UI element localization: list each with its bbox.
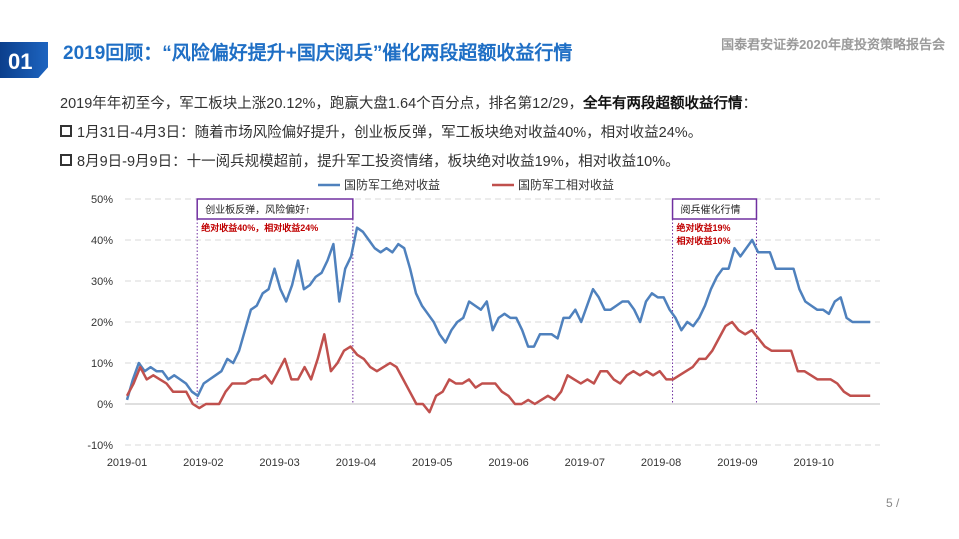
y-tick-label: 30% bbox=[91, 276, 113, 288]
annotation-box bbox=[671, 198, 758, 220]
annotation-note: 绝对收益40%，相对收益24% bbox=[201, 222, 318, 233]
x-tick-label: 2019-09 bbox=[717, 457, 757, 469]
x-tick-label: 2019-06 bbox=[488, 457, 528, 469]
x-tick-label: 2019-08 bbox=[641, 457, 681, 469]
y-tick-label: 50% bbox=[91, 194, 113, 206]
x-tick-label: 2019-02 bbox=[183, 457, 223, 469]
legend-label: 国防军工绝对收益 bbox=[344, 177, 440, 192]
x-tick-label: 2019-10 bbox=[794, 457, 834, 469]
annotation-box bbox=[196, 198, 354, 220]
bullet-2: 8月9日-9月9日：十一阅兵规模超前，提升军工投资情绪，板块绝对收益19%，相对… bbox=[60, 150, 680, 171]
org-header: 国泰君安证券2020年度投资策略报告会 bbox=[721, 37, 945, 52]
page-title: 2019回顾：“风险偏好提升+国庆阅兵”催化两段超额收益行情 bbox=[63, 43, 573, 64]
bullet-1: 1月31日-4月3日：随着市场风险偏好提升，创业板反弹，军工板块绝对收益40%，… bbox=[60, 121, 702, 142]
bullet-text: 8月9日-9月9日：十一阅兵规模超前，提升军工投资情绪，板块绝对收益19%，相对… bbox=[77, 154, 680, 170]
bullet-text: 1月31日-4月3日：随着市场风险偏好提升，创业板反弹，军工板块绝对收益40%，… bbox=[77, 125, 703, 141]
x-tick-label: 2019-04 bbox=[336, 457, 376, 469]
square-bullet-icon bbox=[60, 125, 72, 138]
annotation-box-label: 创业板反弹，风险偏好↑ bbox=[205, 203, 310, 216]
intro-line: 2019年年初至今，军工板块上涨20.12%，跑赢大盘1.64个百分点，排名第1… bbox=[60, 92, 757, 113]
intro-bold: 全年有两段超额收益行情 bbox=[582, 96, 743, 112]
page-number: 5 / bbox=[886, 496, 900, 510]
intro-text: 2019年年初至今，军工板块上涨20.12%，跑赢大盘1.64个百分点，排名第1… bbox=[60, 96, 583, 112]
y-tick-label: 40% bbox=[91, 235, 113, 247]
series-line-absolute bbox=[125, 226, 871, 401]
square-bullet-icon bbox=[60, 154, 72, 167]
y-tick-label: 0% bbox=[97, 399, 113, 411]
annotation-note: 绝对收益19% bbox=[677, 222, 731, 233]
annotation-box-label: 阅兵催化行情 bbox=[681, 203, 741, 216]
annotation-note: 相对收益10% bbox=[677, 235, 731, 246]
section-badge: 01 bbox=[0, 42, 48, 78]
x-tick-label: 2019-01 bbox=[107, 457, 147, 469]
y-tick-label: 10% bbox=[91, 358, 113, 370]
y-tick-label: -10% bbox=[87, 440, 113, 452]
series-line-relative bbox=[125, 320, 871, 414]
x-tick-label: 2019-07 bbox=[565, 457, 605, 469]
y-tick-label: 20% bbox=[91, 317, 113, 329]
intro-end: ： bbox=[742, 96, 757, 112]
x-tick-label: 2019-05 bbox=[412, 457, 452, 469]
x-tick-label: 2019-03 bbox=[259, 457, 299, 469]
legend-label: 国防军工相对收益 bbox=[518, 177, 614, 192]
